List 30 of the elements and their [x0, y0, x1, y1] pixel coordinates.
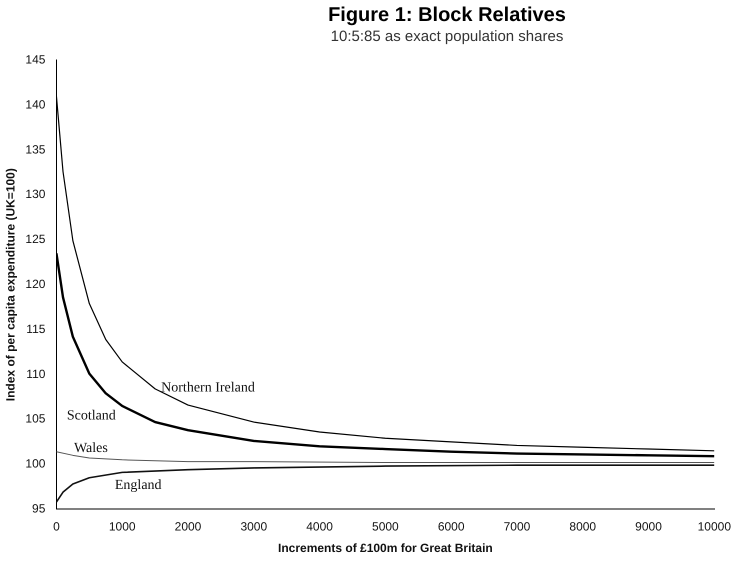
x-tick-label: 9000 — [635, 520, 662, 534]
x-tick-label: 3000 — [240, 520, 268, 534]
y-tick-label: 140 — [25, 97, 46, 112]
series-label: England — [114, 478, 162, 494]
chart-subtitle: 10:5:85 as exact population shares — [330, 28, 564, 45]
y-tick-label: 120 — [25, 277, 46, 292]
y-tick-label: 125 — [25, 232, 46, 246]
x-tick-label: 10000 — [698, 520, 732, 534]
x-tick-label: 6000 — [438, 520, 465, 534]
x-tick-label: 4000 — [306, 520, 334, 534]
x-tick-label: 5000 — [372, 520, 400, 534]
x-tick-label: 1000 — [108, 520, 136, 534]
series-label: Scotland — [66, 408, 116, 424]
x-axis-title: Increments of £100m for Great Britain — [278, 541, 493, 556]
x-tick-label: 0 — [53, 520, 60, 534]
chart-title: Figure 1: Block Relatives — [327, 4, 567, 27]
x-tick-label: 7000 — [504, 520, 531, 534]
y-tick-label: 110 — [26, 366, 46, 381]
y-tick-label: 135 — [25, 142, 46, 156]
y-tick-label: 145 — [25, 52, 46, 67]
y-tick-label: 130 — [25, 187, 46, 202]
series-label: Wales — [74, 440, 108, 456]
series-label: Northern Ireland — [161, 380, 255, 396]
x-tick-label: 8000 — [569, 520, 596, 534]
y-axis-title: Index of per capita expenditure (UK=100) — [4, 168, 18, 402]
y-tick-label: 100 — [25, 456, 46, 471]
y-tick-label: 95 — [32, 502, 46, 516]
x-tick-label: 2000 — [174, 520, 202, 534]
y-tick-label: 115 — [26, 322, 46, 336]
y-tick-label: 105 — [25, 412, 46, 426]
